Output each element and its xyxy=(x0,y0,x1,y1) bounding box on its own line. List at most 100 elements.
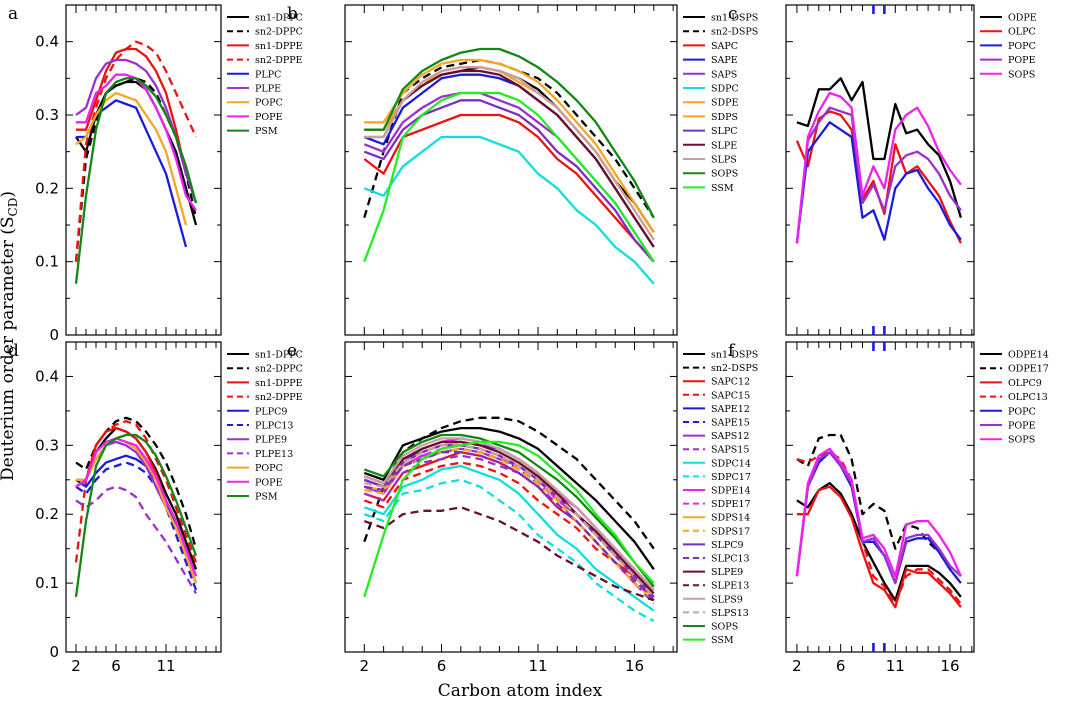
series-line xyxy=(75,461,198,591)
x-tick-label: 11 xyxy=(156,657,175,675)
legend-label: POPC xyxy=(1008,41,1036,52)
panel-letter: a xyxy=(8,4,18,24)
series-line xyxy=(363,437,655,591)
series-line xyxy=(795,121,962,244)
legend-label: SDPC xyxy=(711,84,739,95)
series-line xyxy=(795,451,962,585)
panel-a: 00.10.20.30.4a sn1-DPPCsn2-DPPCsn1-DPPEsn… xyxy=(8,4,303,344)
legend-label: SDPC17 xyxy=(711,472,751,483)
panel-a-frame xyxy=(65,4,222,336)
y-tick-label: 0.1 xyxy=(35,253,59,271)
legend-label: sn1-DSPS xyxy=(711,13,758,24)
series-line xyxy=(363,440,655,595)
series-line xyxy=(74,77,198,284)
legend-label: ODPE14 xyxy=(1008,350,1049,361)
panel-letter: c xyxy=(728,4,738,24)
series-line xyxy=(363,464,655,612)
series-line xyxy=(363,433,655,588)
legend-label: PLPC xyxy=(255,69,281,80)
y-tick-label: 0.1 xyxy=(35,574,59,592)
legend-label: sn1-DPPC xyxy=(255,350,303,361)
x-tick-label: 2 xyxy=(792,657,802,675)
y-tick-label: 0.3 xyxy=(35,436,59,454)
legend-label: sn1-DPPE xyxy=(255,378,303,389)
series-line xyxy=(363,440,655,598)
series-line xyxy=(363,99,655,263)
series-line xyxy=(76,47,188,174)
x-tick-label: 6 xyxy=(836,657,846,675)
legend-label: PSM xyxy=(255,126,278,137)
series-line xyxy=(75,91,188,226)
legend-label: SLPE xyxy=(711,140,737,151)
legend-label: POPE xyxy=(1008,55,1036,66)
legend-label: SAPC12 xyxy=(711,377,750,388)
legend-label: sn2-DSPS xyxy=(711,363,758,374)
legend-label: SDPS14 xyxy=(711,513,750,524)
series-line xyxy=(795,447,962,578)
legend-label: PSM xyxy=(255,492,278,503)
legend-label: SOPS xyxy=(711,622,738,633)
series-line xyxy=(363,91,655,263)
series-line xyxy=(364,58,655,233)
series-line xyxy=(364,66,655,241)
legend-label: sn2-DPPC xyxy=(255,27,303,38)
series-line xyxy=(363,478,655,623)
series-line xyxy=(363,444,655,598)
legend-label: SAPS12 xyxy=(711,431,749,442)
series-line xyxy=(796,451,962,605)
legend: sn1-DSPS sn2-DSPS SAPC12 SAPC15 SAPE12 SAPE15… xyxy=(683,350,758,646)
legend-label: POPC xyxy=(255,463,283,474)
legend-label: SAPE15 xyxy=(711,418,750,429)
panel-f-frame xyxy=(785,341,975,653)
legend-label: PLPE xyxy=(255,84,281,95)
legend-label: OLPC xyxy=(1008,27,1036,38)
legend-label: PLPC9 xyxy=(255,406,287,417)
legend: sn1-DPPC sn2-DPPC sn1-DPPE sn2-DPPE PLPC PLPE… xyxy=(227,13,303,137)
series-line xyxy=(364,444,655,598)
legend: sn1-DSPS sn2-DSPS SAPC SAPE SAPS SDPC SDPE SDPS… xyxy=(683,13,758,194)
series-line xyxy=(74,433,198,598)
x-tick-label: 2 xyxy=(71,657,81,675)
series-line xyxy=(363,506,655,602)
legend-label: SLPS13 xyxy=(711,608,749,619)
legend-label: SAPE12 xyxy=(711,404,750,415)
legend-label: SLPC9 xyxy=(711,540,744,551)
x-tick-label: 11 xyxy=(886,657,905,675)
x-tick-label: 16 xyxy=(940,657,959,675)
legend-label: SLPS xyxy=(711,155,737,166)
legend-label: SOPS xyxy=(1008,435,1035,446)
series-line xyxy=(795,91,962,244)
series-line xyxy=(74,420,198,563)
series-line xyxy=(796,77,963,219)
x-tick-label: 2 xyxy=(360,657,370,675)
x-tick-label: 6 xyxy=(111,657,121,675)
legend: ODPE OLPC POPC POPE SOPS xyxy=(980,13,1037,80)
panel-letter: b xyxy=(287,4,298,24)
series-line xyxy=(363,73,655,248)
series-line xyxy=(796,482,962,602)
y-tick-label: 0.4 xyxy=(35,367,59,385)
x-axis-title: Carbon atom index xyxy=(438,681,603,701)
legend-label: SLPS9 xyxy=(711,594,743,605)
series-line xyxy=(75,485,197,594)
legend-label: SAPS xyxy=(711,69,737,80)
legend-label: SDPE xyxy=(711,98,739,109)
panel-e: 2 6 11 16 e sn1-DSPS sn2-DSPS SAPC12 SAPC15 SAPE1… xyxy=(287,341,758,675)
series-line xyxy=(795,451,962,585)
legend-label: POPE xyxy=(255,112,283,123)
y-tick-label: 0.3 xyxy=(35,106,59,124)
series-line xyxy=(363,461,655,598)
legend: ODPE14 ODPE17 OLPC9 OLPC13 POPC POPE SOPS xyxy=(980,350,1049,446)
series-line xyxy=(364,66,655,233)
x-tick-label: 16 xyxy=(625,657,644,675)
series-line xyxy=(796,485,962,609)
panel-e-frame xyxy=(344,341,678,653)
legend-label: SOPS xyxy=(1008,69,1035,80)
legend-label: SOPS xyxy=(711,169,738,180)
panel-letter: d xyxy=(8,341,19,361)
legend-label: sn1-DSPS xyxy=(711,350,758,361)
series-line xyxy=(364,69,655,248)
panel-b-frame xyxy=(344,4,678,336)
panel-c-frame xyxy=(785,4,975,336)
